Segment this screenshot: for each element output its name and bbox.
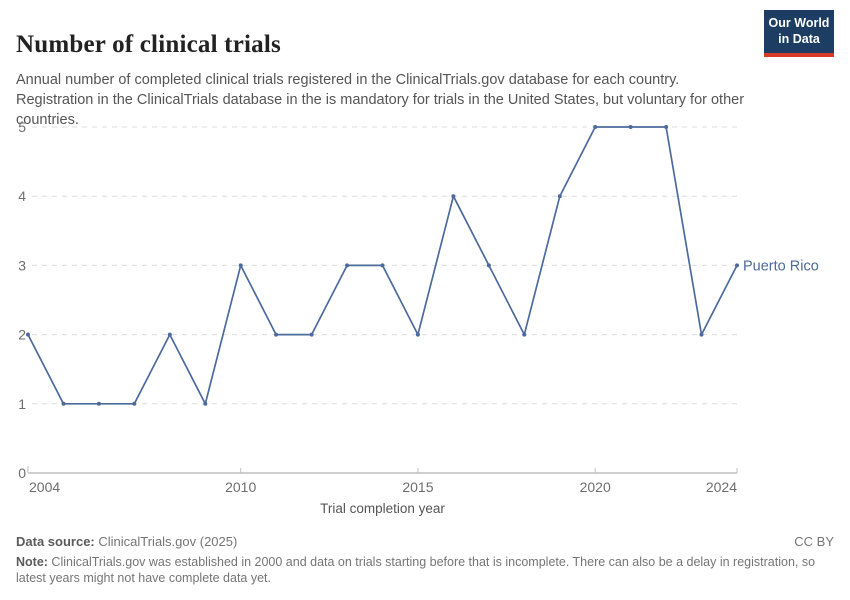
footer-note: Note: ClinicalTrials.gov was established… bbox=[16, 555, 816, 586]
y-tick-label: 1 bbox=[18, 396, 26, 412]
data-point-marker[interactable] bbox=[203, 401, 208, 406]
owid-logo-line1: Our World bbox=[768, 16, 830, 30]
data-point-marker[interactable] bbox=[522, 332, 527, 337]
x-axis-title: Trial completion year bbox=[320, 501, 445, 516]
data-point-marker[interactable] bbox=[274, 332, 279, 337]
data-point-marker[interactable] bbox=[345, 263, 350, 268]
y-tick-label: 3 bbox=[18, 257, 26, 273]
y-tick-label: 0 bbox=[18, 465, 26, 481]
data-point-marker[interactable] bbox=[132, 401, 137, 406]
data-point-marker[interactable] bbox=[309, 332, 314, 337]
x-tick-label: 2015 bbox=[402, 479, 433, 495]
data-point-marker[interactable] bbox=[699, 332, 704, 337]
owid-logo[interactable]: Our World in Data bbox=[764, 10, 834, 57]
x-tick-label: 2010 bbox=[225, 479, 256, 495]
data-point-marker[interactable] bbox=[486, 263, 491, 268]
datasource-label: Data source: bbox=[16, 534, 95, 549]
page-title: Number of clinical trials bbox=[16, 30, 281, 58]
data-point-marker[interactable] bbox=[557, 194, 562, 199]
y-tick-label: 2 bbox=[18, 327, 26, 343]
data-point-marker[interactable] bbox=[61, 401, 66, 406]
x-tick-label: 2004 bbox=[29, 479, 60, 495]
data-point-marker[interactable] bbox=[628, 125, 633, 129]
data-point-marker[interactable] bbox=[664, 125, 669, 129]
footer-datasource-row: Data source: ClinicalTrials.gov (2025) C… bbox=[16, 534, 834, 549]
x-tick-label: 2024 bbox=[706, 479, 737, 495]
y-tick-label: 5 bbox=[18, 119, 26, 135]
note-label: Note: bbox=[16, 555, 48, 569]
series-label[interactable]: Puerto Rico bbox=[743, 258, 819, 274]
line-chart-canvas[interactable]: 0 1 2 3 4 5 2004 2010 2015 2020 2024 Puerto Rico bbox=[0, 0, 850, 530]
x-tick-label: 2020 bbox=[580, 479, 611, 495]
data-point-marker[interactable] bbox=[238, 263, 243, 268]
owid-logo-line2: in Data bbox=[778, 32, 820, 47]
datasource-value: ClinicalTrials.gov (2025) bbox=[94, 534, 238, 549]
data-point-marker[interactable] bbox=[96, 401, 101, 406]
note-text: ClinicalTrials.gov was established in 20… bbox=[16, 555, 816, 585]
y-tick-label: 4 bbox=[18, 188, 26, 204]
data-point-marker[interactable] bbox=[451, 194, 456, 199]
chart-subtitle: Annual number of completed clinical tria… bbox=[16, 71, 745, 128]
data-point-marker[interactable] bbox=[167, 332, 172, 337]
data-point-marker[interactable] bbox=[593, 125, 598, 129]
license-link[interactable]: CC BY bbox=[794, 534, 834, 549]
data-point-marker[interactable] bbox=[735, 263, 739, 268]
data-point-marker[interactable] bbox=[380, 263, 385, 268]
data-point-marker[interactable] bbox=[415, 332, 420, 337]
data-point-marker[interactable] bbox=[26, 332, 30, 337]
